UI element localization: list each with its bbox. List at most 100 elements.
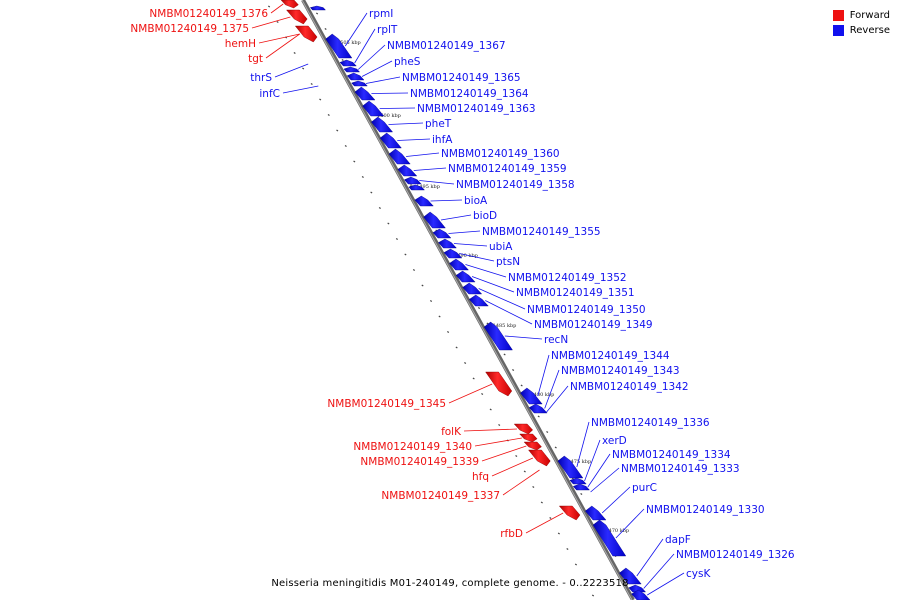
gene-label[interactable]: ihfA bbox=[432, 134, 453, 146]
gene-feature-pheS[interactable] bbox=[346, 72, 365, 81]
gene-label[interactable]: pheS bbox=[394, 56, 421, 68]
gene-label[interactable]: dapF bbox=[665, 534, 691, 546]
gene-feature-ptsN[interactable] bbox=[443, 248, 463, 259]
gene-label[interactable]: pheT bbox=[425, 118, 452, 130]
gene-label[interactable]: xerD bbox=[602, 435, 627, 447]
gene-feature-NMBM01240149_1345[interactable] bbox=[485, 371, 513, 397]
scale-dot bbox=[276, 21, 279, 23]
gene-label[interactable]: NMBM01240149_1351 bbox=[516, 287, 635, 299]
gene-feature-NMBM01240149_1375[interactable] bbox=[286, 9, 308, 25]
gene-feature-NMBM01240149_1360[interactable] bbox=[388, 148, 411, 165]
gene-label[interactable]: NMBM01240149_1337 bbox=[381, 490, 500, 502]
gene-label[interactable]: NMBM01240149_1343 bbox=[561, 365, 680, 377]
gene-label[interactable]: NMBM01240149_1359 bbox=[448, 163, 567, 175]
gene-feature-NMBM01240149_1351[interactable] bbox=[455, 270, 476, 283]
gene-label[interactable]: NMBM01240149_1342 bbox=[570, 381, 689, 393]
gene-feature-NMBM01240149_1339[interactable] bbox=[523, 441, 542, 451]
scale-dot bbox=[446, 331, 450, 333]
gene-label[interactable]: rfbD bbox=[500, 528, 523, 540]
gene-label[interactable]: tgt bbox=[248, 53, 263, 65]
gene-feature[interactable] bbox=[309, 5, 326, 11]
gene-label[interactable]: NMBM01240149_1352 bbox=[508, 272, 627, 284]
scale-dot bbox=[455, 346, 458, 349]
label-leader bbox=[354, 28, 376, 64]
gene-feature-NMBM01240149_1363[interactable] bbox=[362, 100, 385, 117]
gene-label[interactable]: NMBM01240149_1339 bbox=[360, 456, 479, 468]
gene-feature-NMBM01240149_1330[interactable] bbox=[592, 519, 627, 557]
gene-feature-pheT[interactable] bbox=[371, 116, 394, 133]
gene-label[interactable]: NMBM01240149_1367 bbox=[387, 40, 506, 52]
gene-feature-NMBM01240149_1376[interactable] bbox=[280, 0, 299, 9]
gene-label[interactable]: rpmI bbox=[369, 8, 393, 20]
gene-feature-ihfA[interactable] bbox=[379, 132, 402, 149]
label-leader bbox=[615, 508, 645, 539]
gene-feature[interactable] bbox=[408, 184, 425, 191]
scale-tick-label: 1490 kbp bbox=[454, 253, 478, 259]
gene-label[interactable]: cysK bbox=[686, 568, 711, 580]
gene-feature-NMBM01240149_1359[interactable] bbox=[397, 164, 418, 177]
gene-label[interactable]: NMBM01240149_1365 bbox=[402, 72, 521, 84]
scale-dot bbox=[370, 191, 373, 194]
gene-label[interactable]: bioD bbox=[473, 210, 497, 222]
gene-feature-NMBM01240149_1358[interactable] bbox=[404, 176, 422, 185]
gene-feature-NMBM01240149_1367[interactable] bbox=[343, 66, 361, 73]
gene-label[interactable]: NMBM01240149_1326 bbox=[676, 549, 795, 561]
scale-dot bbox=[378, 207, 381, 209]
gene-feature-bioD[interactable] bbox=[423, 211, 446, 229]
gene-feature-rpmI[interactable] bbox=[325, 33, 353, 59]
gene-label[interactable]: folK bbox=[441, 426, 462, 438]
gene-label[interactable]: bioA bbox=[464, 195, 488, 207]
gene-feature-NMBM01240149_1334[interactable] bbox=[572, 483, 590, 491]
gene-feature-NMBM01240149_1343[interactable] bbox=[528, 403, 548, 414]
gene-feature-NMBM01240149_1349[interactable] bbox=[468, 294, 489, 307]
gene-feature-NMBM01240149_1350[interactable] bbox=[462, 282, 483, 295]
gene-label[interactable]: NMBM01240149_1345 bbox=[327, 398, 446, 410]
gene-feature-NMBM01240149_1352[interactable] bbox=[449, 258, 469, 271]
gene-feature-ubiA[interactable] bbox=[438, 238, 457, 249]
gene-feature-hfq[interactable] bbox=[528, 449, 551, 467]
gene-feature-rfbD[interactable] bbox=[558, 505, 581, 521]
gene-label[interactable]: hemH bbox=[225, 38, 256, 50]
gene-label[interactable]: NMBM01240149_1355 bbox=[482, 226, 601, 238]
scale-dot bbox=[481, 393, 484, 395]
gene-label[interactable]: NMBM01240149_1334 bbox=[612, 449, 731, 461]
gene-label[interactable]: NMBM01240149_1336 bbox=[591, 417, 710, 429]
legend: Forward Reverse bbox=[832, 8, 890, 38]
gene-label[interactable]: ptsN bbox=[496, 256, 520, 268]
gene-label[interactable]: rplT bbox=[377, 24, 398, 36]
gene-feature-recN[interactable] bbox=[483, 321, 513, 351]
gene-feature-rplT[interactable] bbox=[339, 59, 357, 67]
gene-label[interactable]: NMBM01240149_1363 bbox=[417, 103, 536, 115]
gene-feature-NMBM01240149_1340[interactable] bbox=[519, 433, 538, 443]
scale-dot bbox=[395, 238, 399, 240]
label-leader bbox=[502, 469, 540, 496]
gene-feature-folK[interactable] bbox=[513, 423, 533, 435]
scale-dot bbox=[472, 377, 475, 380]
gene-label[interactable]: NMBM01240149_1330 bbox=[646, 504, 765, 516]
gene-label[interactable]: ubiA bbox=[489, 241, 513, 253]
gene-label[interactable]: thrS bbox=[250, 72, 272, 84]
gene-label[interactable]: NMBM01240149_1376 bbox=[149, 8, 268, 20]
label-leader bbox=[344, 12, 368, 47]
gene-feature-bioA[interactable] bbox=[414, 195, 434, 207]
gene-label[interactable]: NMBM01240149_1360 bbox=[441, 148, 560, 160]
gene-label[interactable]: NMBM01240149_1340 bbox=[353, 441, 472, 453]
gene-feature-tgt[interactable] bbox=[294, 25, 318, 43]
gene-label[interactable]: purC bbox=[632, 482, 657, 494]
gene-label[interactable]: NMBM01240149_1333 bbox=[621, 463, 740, 475]
gene-feature-NMBM01240149_1365[interactable] bbox=[351, 80, 368, 87]
gene-feature-dapF[interactable] bbox=[619, 567, 642, 585]
gene-label[interactable]: recN bbox=[544, 334, 568, 346]
gene-label[interactable]: infC bbox=[259, 88, 280, 100]
gene-label[interactable]: hfq bbox=[472, 471, 489, 483]
scale-dot bbox=[438, 315, 441, 318]
gene-label[interactable]: NMBM01240149_1358 bbox=[456, 179, 575, 191]
gene-feature-NMBM01240149_1355[interactable] bbox=[432, 228, 452, 239]
gene-feature-NMBM01240149_1364[interactable] bbox=[354, 86, 376, 101]
gene-feature-cysK[interactable] bbox=[631, 589, 651, 600]
gene-label[interactable]: NMBM01240149_1349 bbox=[534, 319, 653, 331]
gene-label[interactable]: NMBM01240149_1364 bbox=[410, 88, 529, 100]
gene-label[interactable]: NMBM01240149_1375 bbox=[130, 23, 249, 35]
gene-label[interactable]: NMBM01240149_1344 bbox=[551, 350, 670, 362]
gene-label[interactable]: NMBM01240149_1350 bbox=[527, 304, 646, 316]
